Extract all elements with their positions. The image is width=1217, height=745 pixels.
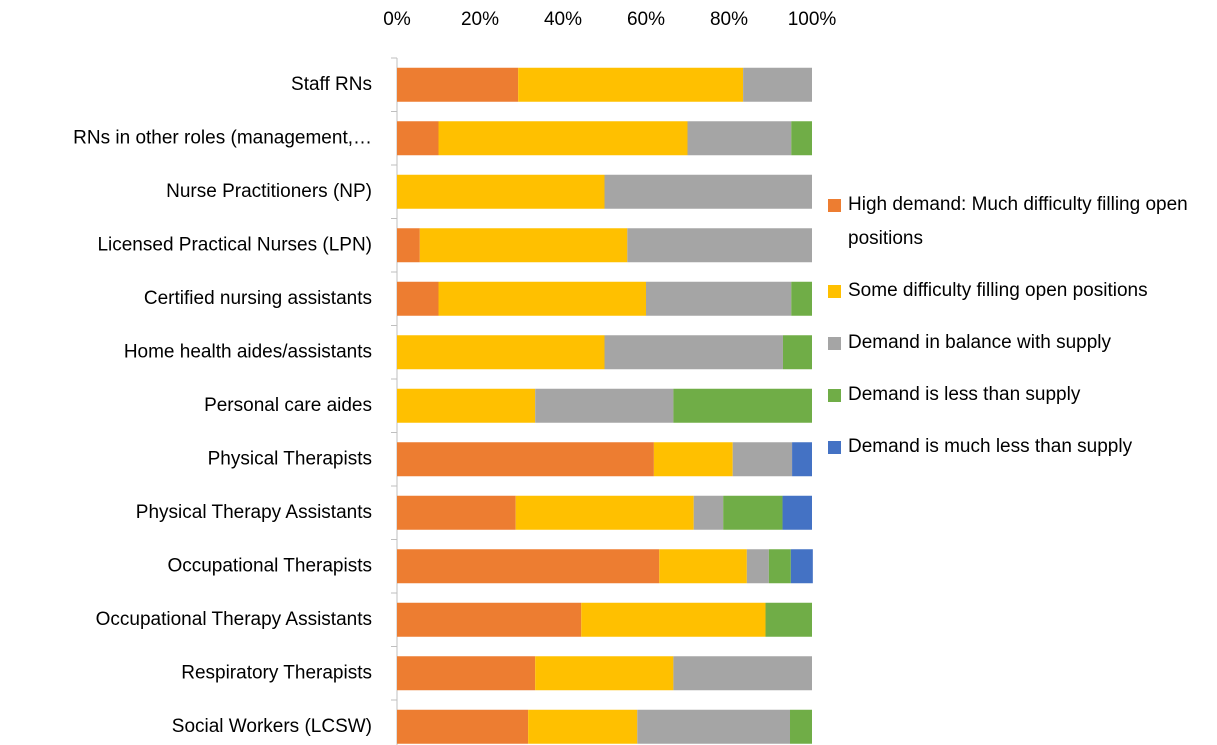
- legend-label: Demand is much less than supply: [848, 436, 1133, 457]
- legend-swatch: [828, 285, 841, 298]
- x-tick-label: 40%: [544, 9, 582, 30]
- bar-segment: [768, 549, 791, 584]
- bar-segment: [397, 549, 660, 584]
- bar-segment: [535, 388, 674, 423]
- bar-segment: [604, 335, 783, 370]
- bar-segment: [535, 656, 674, 691]
- bar-segment: [673, 656, 812, 691]
- y-tick-label: Physical Therapists: [208, 448, 372, 469]
- x-tick-label: 100%: [788, 9, 837, 30]
- bar-segment: [723, 495, 783, 530]
- bar-segment: [791, 281, 812, 316]
- bar-segment: [604, 174, 812, 209]
- y-tick-label: Certified nursing assistants: [144, 288, 372, 309]
- x-tick-label: 60%: [627, 9, 665, 30]
- bar-segment: [646, 281, 792, 316]
- bar-segment: [693, 495, 724, 530]
- bar-segment: [397, 442, 654, 477]
- bar-segment: [743, 67, 812, 102]
- legend-label: Demand in balance with supply: [848, 332, 1111, 353]
- y-tick-label: Respiratory Therapists: [181, 662, 372, 683]
- bar-segment: [791, 121, 812, 156]
- y-tick-label: Staff RNs: [291, 74, 372, 95]
- bar-segment: [397, 174, 605, 209]
- bar-segment: [528, 709, 638, 744]
- y-tick-label: Licensed Practical Nurses (LPN): [97, 234, 372, 255]
- y-tick-label: Personal care aides: [204, 395, 372, 416]
- y-tick-label: Nurse Practitioners (NP): [166, 181, 372, 202]
- legend-item: Demand in balance with supply: [828, 326, 1198, 360]
- bar-segment: [397, 388, 536, 423]
- legend-label: Some difficulty filling open positions: [848, 280, 1148, 301]
- y-tick-label: Social Workers (LCSW): [172, 716, 372, 737]
- legend-item: Demand is much less than supply: [828, 430, 1198, 464]
- legend-swatch: [828, 199, 841, 212]
- bar-segment: [518, 67, 744, 102]
- legend-swatch: [828, 389, 841, 402]
- bar-segment: [782, 495, 812, 530]
- x-tick-label: 20%: [461, 9, 499, 30]
- legend-item: Some difficulty filling open positions: [828, 274, 1198, 308]
- y-tick-label: RNs in other roles (management,…: [73, 127, 372, 148]
- bar-segment: [790, 709, 812, 744]
- bar-segment: [581, 602, 766, 637]
- bar-segment: [397, 709, 529, 744]
- bar-segment: [397, 602, 582, 637]
- bar-segment: [732, 442, 793, 477]
- bar-segment: [792, 442, 812, 477]
- bar-segment: [673, 388, 812, 423]
- x-tick-label: 80%: [710, 9, 748, 30]
- bar-segment: [627, 228, 812, 263]
- bar-segment: [397, 228, 420, 263]
- bar-segment: [438, 121, 688, 156]
- legend-label: High demand: Much difficulty filling ope…: [848, 194, 1188, 249]
- y-tick-label: Physical Therapy Assistants: [136, 502, 372, 523]
- bar-segment: [397, 121, 439, 156]
- bar-segment: [765, 602, 812, 637]
- bar-segment: [515, 495, 694, 530]
- bar-segment: [397, 495, 516, 530]
- bar-segment: [653, 442, 733, 477]
- bar-segment: [397, 281, 439, 316]
- legend-swatch: [828, 441, 841, 454]
- bar-segment: [659, 549, 747, 584]
- bar-segment: [782, 335, 812, 370]
- bar-segment: [637, 709, 791, 744]
- bar-segment: [397, 656, 536, 691]
- bar-segment: [397, 335, 605, 370]
- bar-segment: [397, 67, 519, 102]
- legend-item: High demand: Much difficulty filling ope…: [828, 188, 1198, 256]
- legend-item: Demand is less than supply: [828, 378, 1198, 412]
- legend-swatch: [828, 337, 841, 350]
- bar-segment: [419, 228, 628, 263]
- legend: High demand: Much difficulty filling ope…: [828, 188, 1198, 482]
- legend-label: Demand is less than supply: [848, 384, 1081, 405]
- bar-segment: [438, 281, 646, 316]
- bar-segment: [746, 549, 769, 584]
- y-tick-label: Home health aides/assistants: [124, 341, 372, 362]
- y-tick-label: Occupational Therapists: [167, 555, 372, 576]
- x-tick-label: 0%: [383, 9, 411, 30]
- y-tick-label: Occupational Therapy Assistants: [96, 609, 372, 630]
- bar-segment: [790, 549, 813, 584]
- bar-segment: [687, 121, 792, 156]
